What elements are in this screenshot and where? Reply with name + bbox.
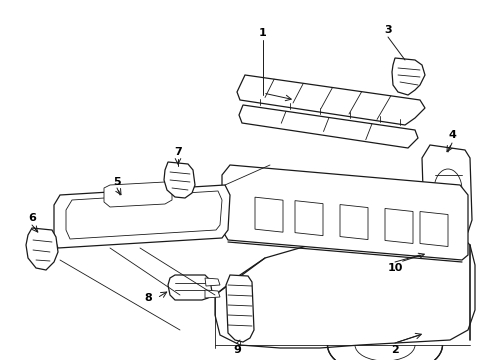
Polygon shape (54, 185, 230, 248)
Text: 3: 3 (384, 25, 392, 35)
Polygon shape (164, 162, 195, 198)
Polygon shape (422, 145, 472, 238)
Polygon shape (255, 197, 283, 232)
Polygon shape (226, 275, 254, 342)
Text: 6: 6 (28, 213, 36, 223)
Text: 9: 9 (233, 345, 241, 355)
Text: 1: 1 (259, 28, 267, 38)
Polygon shape (392, 58, 425, 95)
Text: 4: 4 (448, 130, 456, 140)
Polygon shape (168, 275, 212, 300)
Polygon shape (340, 204, 368, 239)
Text: 5: 5 (113, 177, 121, 187)
Text: 10: 10 (387, 263, 403, 273)
Polygon shape (66, 191, 222, 239)
Text: 2: 2 (391, 345, 399, 355)
Text: 8: 8 (144, 293, 152, 303)
Polygon shape (104, 182, 172, 207)
Polygon shape (215, 232, 475, 348)
Polygon shape (239, 105, 418, 148)
Polygon shape (295, 201, 323, 236)
Polygon shape (237, 75, 425, 125)
Polygon shape (385, 208, 413, 243)
Polygon shape (420, 212, 448, 247)
Polygon shape (205, 278, 220, 286)
Polygon shape (205, 290, 220, 298)
Text: 7: 7 (174, 147, 182, 157)
Polygon shape (222, 165, 468, 260)
Polygon shape (26, 228, 58, 270)
